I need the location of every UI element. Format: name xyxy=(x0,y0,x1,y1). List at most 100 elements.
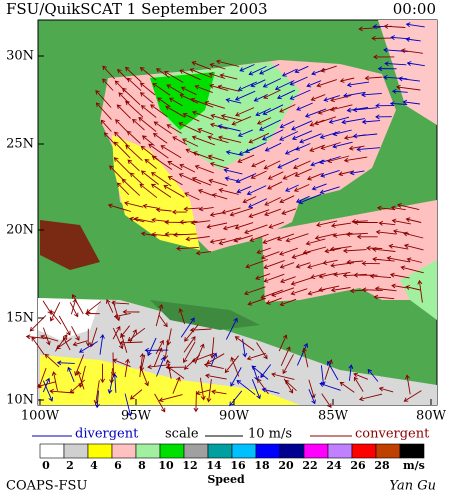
wind-arrow xyxy=(237,129,253,138)
wind-arrow xyxy=(185,236,210,242)
lat-label: 10N xyxy=(6,393,34,408)
wind-arrow xyxy=(388,243,409,250)
wind-arrow xyxy=(349,288,369,294)
wind-arrow xyxy=(277,89,296,100)
wind-arrow xyxy=(371,246,396,252)
atlantic xyxy=(378,20,437,125)
wind-arrow xyxy=(111,300,130,306)
wind-arrow xyxy=(406,61,425,67)
wind-arrow xyxy=(317,106,338,115)
wind-arrow xyxy=(262,129,284,141)
wind-arrow xyxy=(112,373,118,393)
wind-arrow xyxy=(279,104,296,113)
wind-arrow xyxy=(308,389,316,405)
wind-arrow xyxy=(339,77,355,83)
wind-arrow xyxy=(166,84,184,95)
wind-arrow xyxy=(206,379,212,403)
wind-arrow xyxy=(140,145,159,161)
wind-arrow xyxy=(279,298,297,307)
wind-arrow xyxy=(244,224,268,235)
wind-arrow xyxy=(121,178,141,196)
wind-arrow xyxy=(54,334,68,352)
wind-arrow xyxy=(180,317,195,338)
wind-arrow xyxy=(151,232,170,237)
wind-arrow xyxy=(264,142,282,152)
legend-scale: scale xyxy=(165,427,199,442)
wind-arrow xyxy=(190,97,214,108)
wind-arrow xyxy=(230,356,240,377)
wind-arrow xyxy=(218,237,242,246)
wind-arrow xyxy=(259,63,280,75)
wind-arrow xyxy=(231,116,252,126)
wind-arrow xyxy=(163,339,169,360)
colorbar-unit: m/s xyxy=(403,459,425,472)
wind-arrow xyxy=(251,365,269,380)
wind-arrow xyxy=(139,352,145,378)
wind-arrow xyxy=(113,157,131,174)
author: Yan Gu xyxy=(389,479,436,494)
wind-arrow xyxy=(179,163,196,173)
land-central xyxy=(150,300,260,330)
wind-arrow xyxy=(147,364,171,370)
colorbar-swatch xyxy=(111,443,137,459)
wind-arrow xyxy=(376,205,396,211)
wind-arrow xyxy=(375,103,394,109)
wind-arrow xyxy=(248,132,270,144)
colorbar-swatch xyxy=(39,443,65,459)
wind-arrow xyxy=(113,312,131,319)
wind-arrow xyxy=(233,234,253,243)
wind-arrow xyxy=(327,155,350,164)
wind-arrow xyxy=(153,121,172,135)
wind-arrow xyxy=(271,287,295,297)
wind-arrow xyxy=(311,183,327,191)
wind-arrow xyxy=(223,168,243,175)
wind-arrow xyxy=(291,120,313,131)
wind-arrow xyxy=(182,138,199,147)
wind-arrow xyxy=(154,393,166,413)
wind-arrow xyxy=(209,161,229,170)
wind-arrow xyxy=(62,336,71,351)
wind-arrow xyxy=(163,185,185,198)
wind-arrow xyxy=(371,35,392,41)
wind-arrow xyxy=(125,144,143,161)
wind-arrow xyxy=(199,377,206,401)
wind-arrow xyxy=(217,135,242,143)
lat-label: 20N xyxy=(6,223,34,238)
wind-arrow xyxy=(191,352,215,363)
colorbar-swatch xyxy=(159,443,185,459)
wind-arrow xyxy=(389,272,410,279)
wind-arrow xyxy=(78,341,98,353)
wind-arrow xyxy=(262,236,280,245)
wind-arrow xyxy=(237,154,255,163)
wind-arrow xyxy=(341,118,365,125)
wind-arrow xyxy=(247,297,267,306)
wind-arrow xyxy=(314,116,337,126)
colorbar-label: 0 xyxy=(42,459,50,472)
wind-arrow xyxy=(121,87,141,106)
colorbar-swatch xyxy=(303,443,329,459)
wind-arrow xyxy=(124,201,144,208)
wind-arrow xyxy=(112,327,124,350)
wind-arrow xyxy=(392,229,409,235)
wind-arrow xyxy=(239,64,255,72)
wind-arrow xyxy=(391,218,411,225)
wind-arrow xyxy=(274,80,295,91)
wind-arrow xyxy=(299,133,322,144)
wind-arrow xyxy=(361,119,381,125)
wind-arrow xyxy=(178,173,202,185)
wind-arrow xyxy=(49,388,74,394)
wind-arrow xyxy=(249,233,269,242)
wind-arrow xyxy=(250,79,266,88)
wind-arrow xyxy=(44,353,60,368)
wind-arrow xyxy=(256,247,271,255)
wind-arrow xyxy=(361,92,382,98)
wind-arrow xyxy=(338,170,355,177)
wind-arrow xyxy=(211,193,228,200)
wind-arrow xyxy=(107,377,114,394)
wind-arrow xyxy=(279,120,295,129)
wind-arrow xyxy=(168,366,185,379)
wind-arrow xyxy=(184,324,199,342)
wind-arrow xyxy=(150,172,172,187)
colorbar-swatch xyxy=(375,443,401,459)
